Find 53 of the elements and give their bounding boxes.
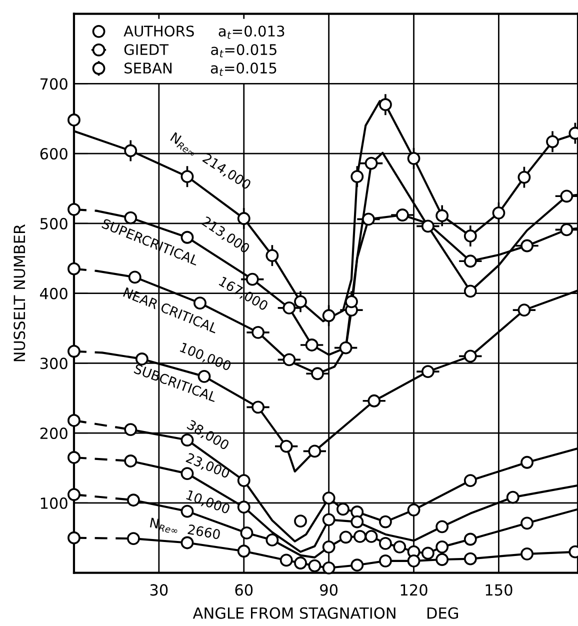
point xyxy=(308,444,322,458)
point xyxy=(421,220,434,233)
x-tick-label: 30 xyxy=(150,584,168,596)
point xyxy=(350,170,364,184)
point xyxy=(266,249,279,262)
x-axis-title: ANGLE FROM STAGNATION DEG xyxy=(192,607,458,619)
y-tick-label: 600 xyxy=(40,148,68,160)
point xyxy=(518,304,531,317)
point xyxy=(280,440,293,453)
point xyxy=(407,152,420,165)
point xyxy=(294,295,307,308)
x-tick-label: 60 xyxy=(235,584,253,596)
x-tick-label: 120 xyxy=(400,584,428,596)
x-tick-label: 90 xyxy=(320,584,338,596)
y-tick-label: 200 xyxy=(40,428,68,440)
point xyxy=(421,365,434,378)
point xyxy=(464,230,477,242)
point xyxy=(345,295,358,308)
point xyxy=(560,223,574,236)
point xyxy=(396,208,409,222)
legend-label: SEBAN a$_{t}$=0.015 xyxy=(124,62,276,76)
point xyxy=(520,239,534,252)
legend-label: AUTHORS a$_{t}$=0.013 xyxy=(124,26,284,39)
y-tick-label: 100 xyxy=(40,497,68,509)
point xyxy=(362,212,375,226)
x-tick-label: 150 xyxy=(486,584,512,596)
point xyxy=(282,301,296,314)
point xyxy=(364,156,378,170)
point xyxy=(464,254,477,268)
point xyxy=(282,353,296,366)
point xyxy=(436,209,449,222)
y-tick-label: 400 xyxy=(40,288,68,300)
point xyxy=(124,144,138,158)
point xyxy=(378,98,392,112)
y-tick-label: 500 xyxy=(40,218,68,230)
point xyxy=(339,341,352,354)
y-tick-label: 300 xyxy=(40,358,68,370)
point xyxy=(322,309,336,322)
legend-label: GIEDT a$_{t}$=0.015 xyxy=(124,44,276,58)
point xyxy=(305,338,318,352)
point xyxy=(492,206,506,220)
point xyxy=(546,135,559,148)
point xyxy=(252,326,264,339)
point xyxy=(464,350,477,363)
point xyxy=(560,190,574,203)
point xyxy=(368,394,381,408)
point xyxy=(180,170,194,184)
y-tick-label: 700 xyxy=(40,78,68,90)
point xyxy=(252,400,264,414)
annotation: N$_{Re∞}$ 2660 xyxy=(150,518,221,542)
y-axis-title: NUSSELT NUMBER xyxy=(14,224,26,362)
point xyxy=(518,170,531,184)
point xyxy=(311,367,324,380)
